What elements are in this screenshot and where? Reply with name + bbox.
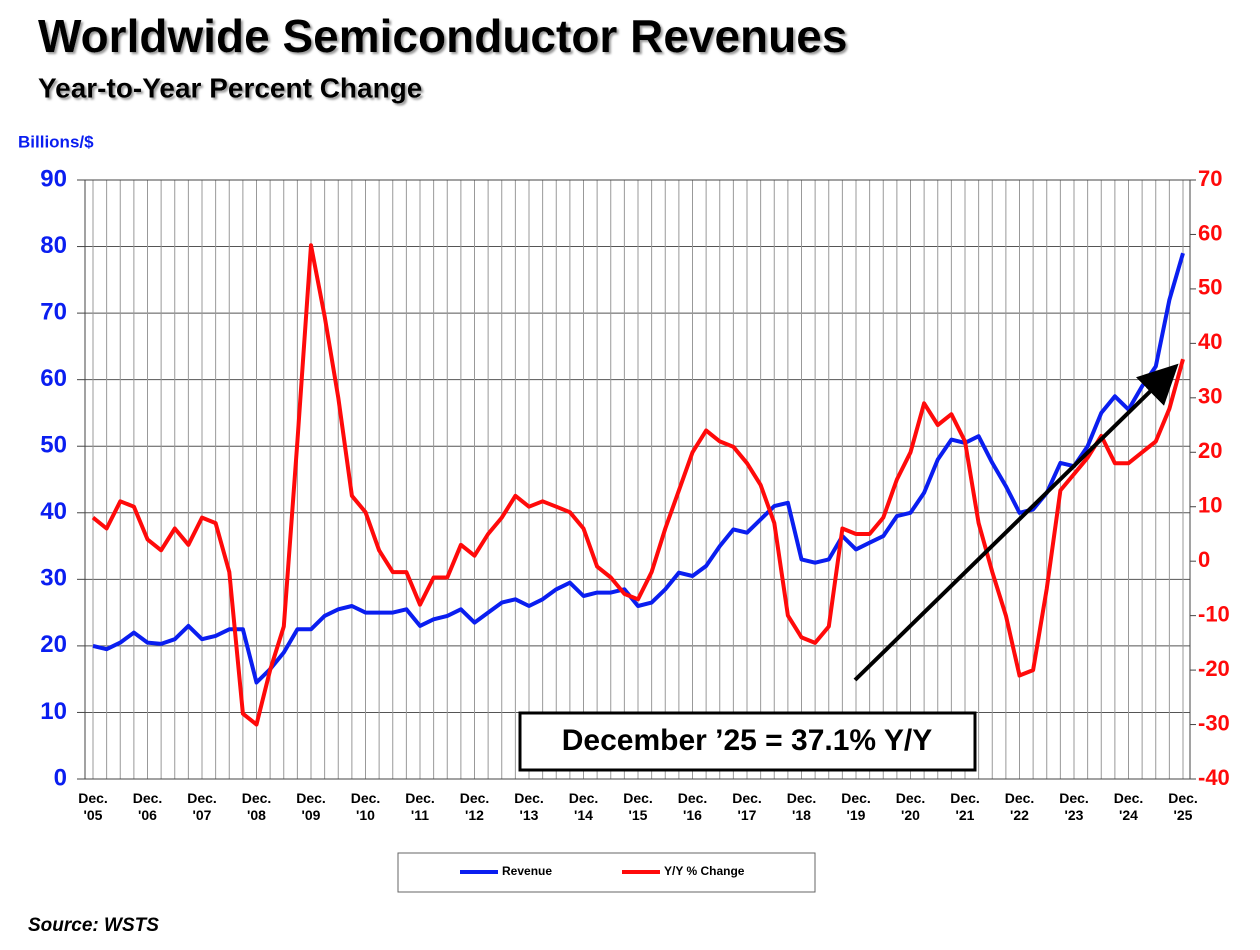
y-tick-label: 50 xyxy=(40,432,67,459)
x-tick-label: Dec. '12 xyxy=(459,790,490,823)
annotation-box xyxy=(518,711,977,772)
y2-tick-label: 40 xyxy=(1198,329,1222,354)
series-line xyxy=(92,252,1185,685)
legend-label: Revenue xyxy=(502,864,552,878)
y2-tick-label: 0 xyxy=(1198,547,1210,572)
x-tick-label: Dec. '05 xyxy=(78,790,108,823)
y-tick-label: 10 xyxy=(40,698,67,725)
y2-tick-label: -40 xyxy=(1198,765,1230,790)
y2-tick-label: 50 xyxy=(1198,275,1222,300)
x-tick-label: Dec. '14 xyxy=(568,790,599,823)
y2-tick-label: 70 xyxy=(1198,166,1222,191)
y2-tick-label: -30 xyxy=(1198,710,1230,735)
source: Source: WSTS xyxy=(28,915,159,936)
x-tick-label: Dec. '07 xyxy=(187,790,217,823)
y-tick-label: 70 xyxy=(40,298,67,325)
x-tick-label: Dec. '13 xyxy=(514,790,544,823)
annotation: December ’25 = 37.1% Y/Y xyxy=(562,724,933,757)
y2-tick-label: -10 xyxy=(1198,601,1230,626)
x-tick-label: Dec. '17 xyxy=(732,790,762,823)
x-tick-label: Dec. '22 xyxy=(1004,790,1035,823)
x-tick-label: Dec. '19 xyxy=(841,790,871,823)
series-line xyxy=(91,243,1185,727)
y-tick-label: 40 xyxy=(40,498,67,525)
x-tick-label: Dec. '18 xyxy=(786,790,817,823)
chart-title: Worldwide Semiconductor Revenues xyxy=(38,10,847,62)
y-tick-label: 20 xyxy=(40,631,67,658)
legend-label: Y/Y % Change xyxy=(664,864,745,878)
y2-tick-label: 60 xyxy=(1198,220,1222,245)
y-tick-label: 60 xyxy=(40,365,67,392)
trend-arrow xyxy=(853,363,1179,682)
x-tick-label: Dec. '21 xyxy=(950,790,980,823)
y-tick-label: 30 xyxy=(40,565,67,592)
y-tick-label: 0 xyxy=(54,764,67,791)
x-tick-label: Dec. '20 xyxy=(895,790,926,823)
x-tick-label: Dec. '11 xyxy=(405,790,435,823)
y2-tick-label: 20 xyxy=(1198,438,1222,463)
y-axis-label: Billions/$ xyxy=(18,132,94,151)
y2-tick-label: -20 xyxy=(1198,656,1230,681)
x-tick-label: Dec. '10 xyxy=(350,790,381,823)
x-tick-label: Dec. '24 xyxy=(1113,790,1144,823)
x-tick-label: Dec. '23 xyxy=(1059,790,1089,823)
x-tick-label: Dec. '16 xyxy=(677,790,708,823)
y2-tick-label: 10 xyxy=(1198,493,1222,518)
x-tick-label: Dec. '08 xyxy=(241,790,272,823)
x-tick-label: Dec. '06 xyxy=(132,790,163,823)
chart-subtitle: Year-to-Year Percent Change xyxy=(38,72,422,103)
y-tick-label: 80 xyxy=(40,232,67,259)
y-tick-label: 90 xyxy=(40,165,67,192)
x-tick-label: Dec. '25 xyxy=(1168,790,1198,823)
plot-frame xyxy=(84,179,1191,780)
x-tick-label: Dec. '09 xyxy=(296,790,326,823)
y2-tick-label: 30 xyxy=(1198,384,1222,409)
x-tick-label: Dec. '15 xyxy=(623,790,653,823)
